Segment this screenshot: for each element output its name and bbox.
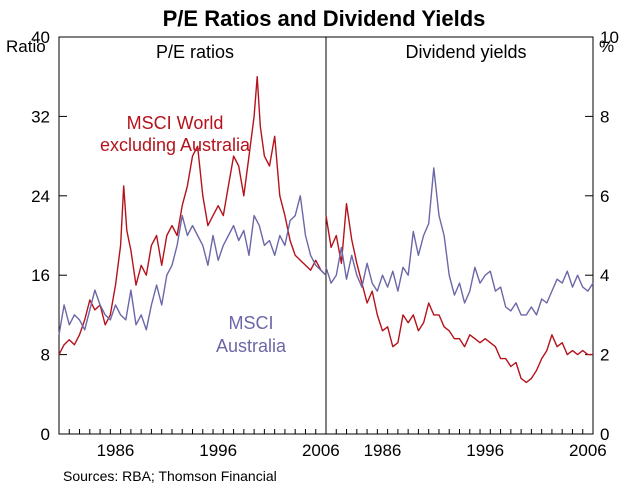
- left-y-tick-label: 0: [41, 425, 50, 444]
- series-line-msci-australia-right: [325, 167, 594, 316]
- right-y-tick-label: 2: [600, 346, 609, 365]
- right-y-ticks: 0 2 4 6 8 10: [585, 28, 619, 444]
- right-panel-subtitle: Dividend yields: [405, 42, 526, 62]
- series-line-msci-world-excluding-australia-left: [58, 75, 327, 355]
- series-line-msci-australia-left: [58, 195, 327, 335]
- right-y-tick-label: 4: [600, 266, 609, 285]
- series-label-msci-world-excluding-australia: MSCI World excluding Australia: [100, 113, 251, 155]
- right-y-axis-label: %: [599, 37, 614, 56]
- left-y-ticks: 0 8 16 24 32 40: [31, 28, 67, 444]
- chart-title: P/E Ratios and Dividend Yields: [163, 6, 486, 31]
- series-layer: [58, 75, 594, 384]
- x-tick-label: 1996: [199, 441, 237, 460]
- series-label-msci-australia: MSCI Australia: [216, 313, 287, 356]
- right-y-tick-label: 8: [600, 107, 609, 126]
- x-tick-label: 1986: [364, 441, 402, 460]
- left-y-tick-label: 8: [41, 346, 50, 365]
- left-panel-subtitle: P/E ratios: [156, 42, 234, 62]
- x-tick-label: 2006: [569, 441, 607, 460]
- source-note: Sources: RBA; Thomson Financial: [63, 468, 277, 484]
- x-tick-label: 1996: [466, 441, 504, 460]
- left-y-tick-label: 16: [31, 266, 50, 285]
- x-tick-label: 1986: [97, 441, 135, 460]
- x-tick-label: 2006: [302, 441, 340, 460]
- right-y-tick-label: 10: [600, 28, 619, 47]
- left-y-axis-label: Ratio: [6, 37, 46, 56]
- right-y-tick-label: 6: [600, 187, 609, 206]
- left-y-tick-label: 24: [31, 187, 50, 206]
- right-y-tick-label: 0: [600, 425, 609, 444]
- x-ticks: 1986 1996 2006 1986 1996 2006: [68, 429, 607, 460]
- series-labels: MSCI World excluding Australia MSCI Austral…: [100, 113, 287, 356]
- series-line-msci-world-excluding-australia-right: [325, 202, 593, 384]
- left-y-tick-label: 32: [31, 107, 50, 126]
- left-y-tick-label: 40: [31, 28, 50, 47]
